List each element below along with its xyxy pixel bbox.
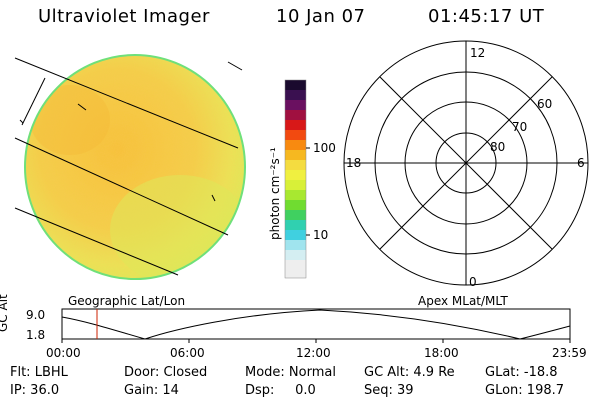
- altitude-ytick-max: 9.0: [26, 308, 46, 322]
- time-tick-2359: 23:59: [552, 346, 587, 360]
- mlat-label-70: 70: [512, 120, 528, 134]
- mlt-label-0: 0: [469, 275, 477, 289]
- geo-latitude-status: GLat: -18.8: [485, 365, 558, 380]
- instrument-title: Ultraviolet Imager: [38, 6, 210, 27]
- earth-disk-image: [24, 54, 246, 280]
- time-tick-0600: 06:00: [170, 346, 205, 360]
- color-scale-bar: [284, 79, 310, 279]
- gc-altitude-status: GC Alt: 4.9 Re: [364, 365, 455, 380]
- mlt-label-18: 18: [346, 156, 362, 170]
- colorbar-tick-10: 10: [313, 228, 329, 242]
- time-tick-1800: 18:00: [424, 346, 459, 360]
- right-panel-caption: Apex MLat/MLT: [418, 294, 508, 308]
- mlat-label-60: 60: [537, 97, 553, 111]
- time-tick-0000: 00:00: [46, 346, 81, 360]
- polar-grid: [343, 40, 589, 286]
- mlat-label-80: 80: [490, 140, 506, 154]
- colorbar-tick-100: 100: [313, 141, 336, 155]
- left-panel-caption: Geographic Lat/Lon: [68, 294, 186, 308]
- altitude-ytick-min: 1.8: [26, 328, 46, 342]
- altitude-ylabel: GC Alt: [0, 294, 10, 332]
- colorbar-unit-label: photon cm⁻²s⁻¹: [268, 147, 282, 240]
- mode-status: Mode: Normal: [245, 365, 336, 380]
- geo-longitude-status: GLon: 198.7: [485, 383, 565, 398]
- date-label: 10 Jan 07: [276, 6, 366, 27]
- time-tick-1200: 12:00: [296, 346, 331, 360]
- time-label: 01:45:17 UT: [428, 6, 545, 27]
- ip-status: IP: 36.0: [10, 383, 60, 398]
- mlt-label-6: 6: [577, 156, 585, 170]
- dsp-status: Dsp: 0.0: [245, 383, 316, 398]
- mlt-label-12: 12: [470, 46, 486, 60]
- altitude-plot: [61, 308, 571, 343]
- gain-status: Gain: 14: [124, 383, 179, 398]
- altitude-curve: [61, 309, 571, 340]
- door-status: Door: Closed: [124, 365, 208, 380]
- sequence-status: Seq: 39: [364, 383, 414, 398]
- geographic-grid-lines: [14, 57, 243, 276]
- filter-status: Flt: LBHL: [10, 365, 68, 380]
